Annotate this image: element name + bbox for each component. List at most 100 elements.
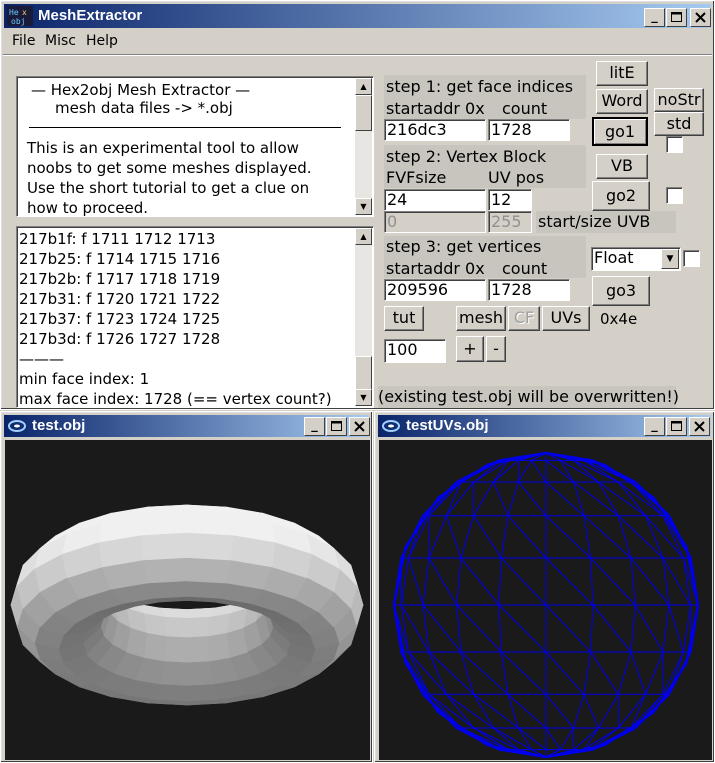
word-button[interactable]: Word xyxy=(596,89,648,114)
scroll-thumb[interactable] xyxy=(355,356,372,390)
maximize-button[interactable] xyxy=(326,417,347,436)
wire-edge xyxy=(507,481,519,516)
step3-count-input[interactable]: 1728 xyxy=(488,279,570,301)
wire-edge xyxy=(456,604,462,653)
viewer-left-titlebar[interactable]: test.obj _ xyxy=(4,415,370,437)
vb-button[interactable]: VB xyxy=(596,154,648,179)
scroll-thumb[interactable] xyxy=(355,95,372,131)
wire-edge xyxy=(446,481,475,517)
viewer-right-titlebar[interactable]: testUVs.obj _ xyxy=(378,415,711,437)
scroll-up-icon[interactable]: ▲ xyxy=(355,78,372,95)
plus-button[interactable]: + xyxy=(456,336,484,362)
wire-edge xyxy=(446,481,462,516)
info-textbox[interactable]: — Hex2obj Mesh Extractor — mesh data fil… xyxy=(16,76,374,217)
uvs-button[interactable]: UVs xyxy=(542,306,590,331)
step3-panel xyxy=(384,236,586,278)
close-button[interactable] xyxy=(690,8,711,27)
step1-startaddr-input[interactable]: 216dc3 xyxy=(384,119,486,141)
log-textbox[interactable]: 217b1f: f 1711 1712 1713 217b25: f 1714 … xyxy=(16,226,374,408)
wire-edge xyxy=(408,515,430,559)
step1-startaddr-label: startaddr 0x xyxy=(386,99,485,118)
step1-panel xyxy=(384,75,586,119)
wire-edge xyxy=(473,727,519,751)
maximize-button[interactable] xyxy=(666,8,687,27)
wire-edge xyxy=(630,557,636,606)
wire-edge xyxy=(500,651,509,695)
go2-button[interactable]: go2 xyxy=(592,181,650,211)
wire-edge xyxy=(573,727,599,750)
svg-text:He: He xyxy=(9,8,19,17)
go3-checkbox[interactable] xyxy=(683,250,700,267)
menu-help[interactable]: Help xyxy=(86,33,118,49)
minimize-button[interactable]: _ xyxy=(304,417,325,436)
wire-edge xyxy=(392,604,407,664)
menu-misc[interactable]: Misc xyxy=(45,33,76,49)
info-scrollbar[interactable]: ▲ ▼ xyxy=(355,78,372,215)
wire-edge xyxy=(662,557,692,606)
wire-edge xyxy=(493,481,509,516)
uv-viewport[interactable] xyxy=(379,440,712,760)
torus-viewport[interactable] xyxy=(5,440,370,760)
zoom-input[interactable]: 100 xyxy=(384,339,446,363)
wire-edge xyxy=(428,693,462,729)
log-line: 217b25: f 1714 1715 1716 xyxy=(19,250,221,268)
wire-edge xyxy=(507,693,547,729)
scroll-down-icon[interactable]: ▼ xyxy=(355,389,372,406)
close-button[interactable] xyxy=(689,417,710,436)
wire-edge xyxy=(446,693,494,729)
wire-edge xyxy=(598,481,646,517)
uvpos-input[interactable]: 12 xyxy=(488,189,532,211)
step3-startaddr-input[interactable]: 209596 xyxy=(384,279,486,301)
torus-face xyxy=(141,532,188,561)
log-line: 217b3d: f 1726 1727 1728 xyxy=(19,330,221,348)
wire-edge xyxy=(560,460,575,483)
minimize-button[interactable]: _ xyxy=(644,417,665,436)
wire-edge xyxy=(583,515,632,559)
std-checkbox[interactable] xyxy=(666,136,683,153)
mesh-button[interactable]: mesh xyxy=(456,306,506,331)
wire-edge xyxy=(400,604,409,653)
scroll-up-icon[interactable]: ▲ xyxy=(355,228,372,245)
minimize-button[interactable]: _ xyxy=(644,8,665,27)
main-titlebar[interactable]: He x obj MeshExtractor _ xyxy=(4,4,711,28)
viewer-left-window: test.obj _ xyxy=(0,411,373,763)
log-scrollbar[interactable]: ▲ ▼ xyxy=(355,228,372,406)
fvfsize-input[interactable]: 24 xyxy=(384,189,486,211)
scroll-down-icon[interactable]: ▼ xyxy=(355,198,372,215)
tut-button[interactable]: tut xyxy=(384,306,424,331)
torus-face xyxy=(164,636,188,663)
format-select[interactable]: Float ▼ xyxy=(591,247,681,271)
std-button[interactable]: std xyxy=(654,112,704,136)
wire-edge xyxy=(428,515,447,559)
menu-file[interactable]: File xyxy=(12,33,36,49)
warning-bg xyxy=(378,386,676,408)
torus-face xyxy=(164,616,188,639)
wire-edge xyxy=(460,651,509,695)
wire-edge xyxy=(617,515,632,559)
chevron-down-icon[interactable]: ▼ xyxy=(661,249,679,269)
wire-edge xyxy=(592,604,632,653)
go3-button[interactable]: go3 xyxy=(592,276,650,306)
wire-edge xyxy=(645,651,664,695)
go2-checkbox[interactable] xyxy=(666,187,683,204)
nostr-button[interactable]: noStr xyxy=(654,88,704,112)
wire-edge xyxy=(460,651,475,695)
close-button[interactable] xyxy=(349,417,370,436)
lite-button[interactable]: litE xyxy=(596,61,648,86)
wire-edge xyxy=(446,515,462,559)
minus-button[interactable]: - xyxy=(486,336,506,362)
format-select-value: Float xyxy=(594,248,634,267)
wire-edge xyxy=(545,481,585,517)
wire-edge xyxy=(617,651,632,695)
wire-edge xyxy=(685,604,700,664)
log-line: 217b31: f 1720 1721 1722 xyxy=(19,290,221,308)
maximize-button[interactable] xyxy=(666,417,687,436)
uv-wireframe xyxy=(392,451,700,759)
wire-edge xyxy=(408,651,447,695)
wire-edge xyxy=(473,481,494,516)
step1-count-input[interactable]: 1728 xyxy=(488,119,570,141)
wire-edge xyxy=(500,515,509,559)
go1-button[interactable]: go1 xyxy=(592,117,648,146)
wire-edge xyxy=(473,515,502,559)
torus-face xyxy=(207,632,231,662)
